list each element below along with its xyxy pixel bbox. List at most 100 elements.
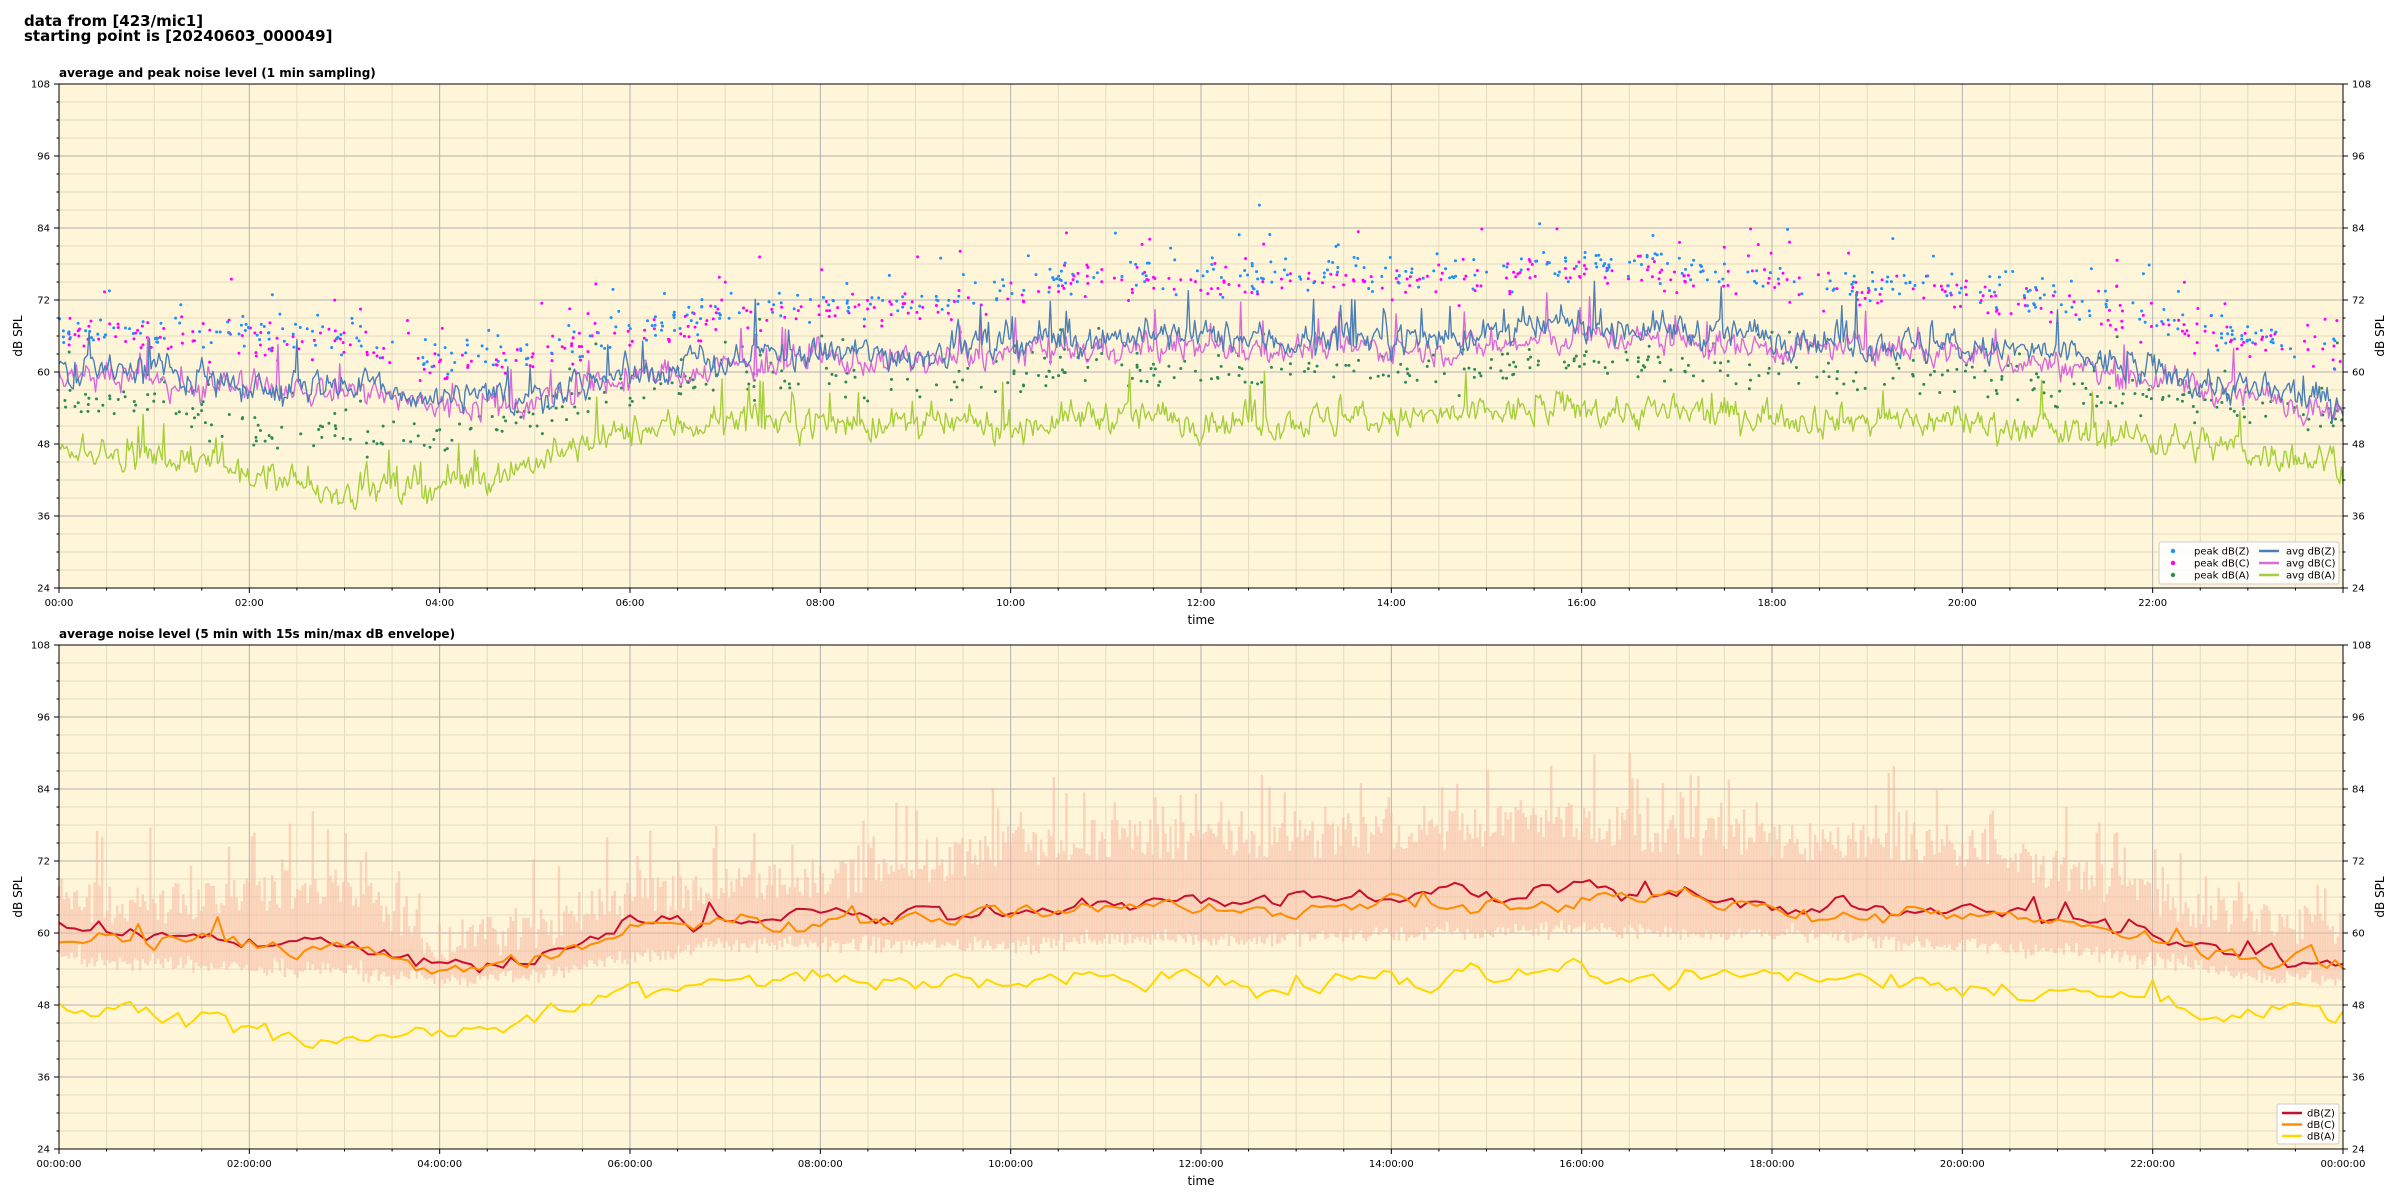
peak-point	[888, 300, 892, 304]
peak-point	[1056, 284, 1060, 288]
peak-point	[1288, 362, 1292, 366]
peak-point	[563, 346, 567, 350]
peak-point	[777, 291, 781, 295]
peak-point	[357, 339, 361, 343]
peak-point	[1898, 292, 1902, 296]
peak-point	[2240, 337, 2244, 341]
peak-point	[1911, 358, 1915, 362]
peak-point	[1640, 368, 1644, 372]
header-start: starting point is [20240603_000049]	[24, 27, 333, 45]
peak-point	[1269, 365, 1273, 369]
peak-point	[112, 412, 116, 416]
peak-point	[2224, 341, 2228, 345]
peak-point	[1151, 275, 1155, 279]
peak-point	[723, 280, 727, 284]
peak-point	[292, 345, 296, 349]
peak-point	[1479, 374, 1483, 378]
peak-point	[102, 290, 106, 294]
peak-point	[382, 346, 386, 350]
peak-point	[1563, 256, 1567, 260]
peak-point	[746, 326, 750, 330]
peak-point	[1691, 374, 1695, 378]
peak-point	[1895, 274, 1899, 278]
peak-point	[1083, 379, 1087, 383]
peak-point	[828, 309, 832, 313]
peak-point	[132, 399, 136, 403]
peak-point	[1427, 359, 1431, 363]
peak-point	[108, 394, 112, 398]
peak-point	[1816, 273, 1820, 277]
peak-point	[342, 331, 346, 335]
peak-point	[1210, 263, 1214, 267]
peak-point	[1986, 311, 1990, 315]
peak-point	[1450, 275, 1454, 279]
y-tick-label-right: 96	[2352, 152, 2365, 163]
peak-point	[1151, 362, 1155, 366]
peak-point	[540, 301, 544, 305]
peak-point	[208, 328, 212, 332]
peak-point	[2274, 330, 2278, 334]
peak-point	[140, 324, 144, 328]
peak-point	[253, 416, 257, 420]
peak-point	[1989, 378, 1993, 382]
peak-point	[1828, 279, 1832, 283]
peak-point	[91, 338, 95, 342]
x-tick-label: 08:00	[806, 598, 835, 609]
peak-point	[206, 383, 210, 387]
peak-point	[2121, 392, 2125, 396]
peak-point	[2141, 272, 2145, 276]
peak-point	[1946, 369, 1950, 373]
peak-point	[1876, 301, 1880, 305]
peak-point	[1019, 390, 1023, 394]
peak-point	[525, 363, 529, 367]
peak-point	[1534, 259, 1538, 263]
peak-point	[2332, 344, 2336, 348]
peak-point	[531, 365, 535, 369]
peak-point	[1243, 269, 1247, 273]
peak-point	[2025, 304, 2029, 308]
peak-point	[1336, 265, 1340, 269]
peak-point	[2120, 325, 2124, 329]
peak-point	[1475, 284, 1479, 288]
peak-point	[1653, 252, 1657, 256]
peak-point	[1788, 240, 1792, 244]
peak-point	[1921, 281, 1925, 285]
peak-point	[2203, 398, 2207, 402]
peak-point	[200, 403, 204, 407]
peak-point	[1480, 227, 1484, 231]
y-tick-label-right: 24	[2352, 1145, 2365, 1156]
peak-point	[550, 359, 554, 363]
peak-point	[1227, 373, 1231, 377]
peak-point	[2139, 340, 2143, 344]
peak-point	[312, 444, 316, 448]
peak-point	[76, 329, 80, 333]
peak-point	[1238, 274, 1242, 278]
peak-point	[128, 327, 132, 331]
peak-point	[1713, 361, 1717, 365]
peak-point	[2088, 314, 2092, 318]
peak-point	[535, 424, 539, 428]
peak-point	[1583, 256, 1587, 260]
y-axis-label: dB SPL	[11, 315, 25, 357]
peak-point	[316, 313, 320, 317]
peak-point	[979, 303, 983, 307]
peak-point	[1686, 363, 1690, 367]
peak-point	[1130, 376, 1134, 380]
peak-point	[1726, 359, 1730, 363]
peak-point	[546, 345, 550, 349]
peak-point	[2323, 317, 2327, 321]
peak-point	[1938, 391, 1942, 395]
peak-point	[2097, 289, 2101, 293]
peak-point	[2155, 324, 2159, 328]
peak-point	[1651, 233, 1655, 237]
peak-point	[2280, 347, 2284, 351]
peak-point	[344, 408, 348, 412]
peak-point	[1256, 382, 1260, 386]
peak-point	[1822, 309, 1826, 313]
legend: dB(Z)dB(C)dB(A)	[2276, 1103, 2340, 1145]
peak-point	[2245, 338, 2249, 342]
peak-point	[1981, 294, 1985, 298]
peak-point	[588, 334, 592, 338]
peak-point	[270, 436, 274, 440]
peak-point	[2139, 414, 2143, 418]
